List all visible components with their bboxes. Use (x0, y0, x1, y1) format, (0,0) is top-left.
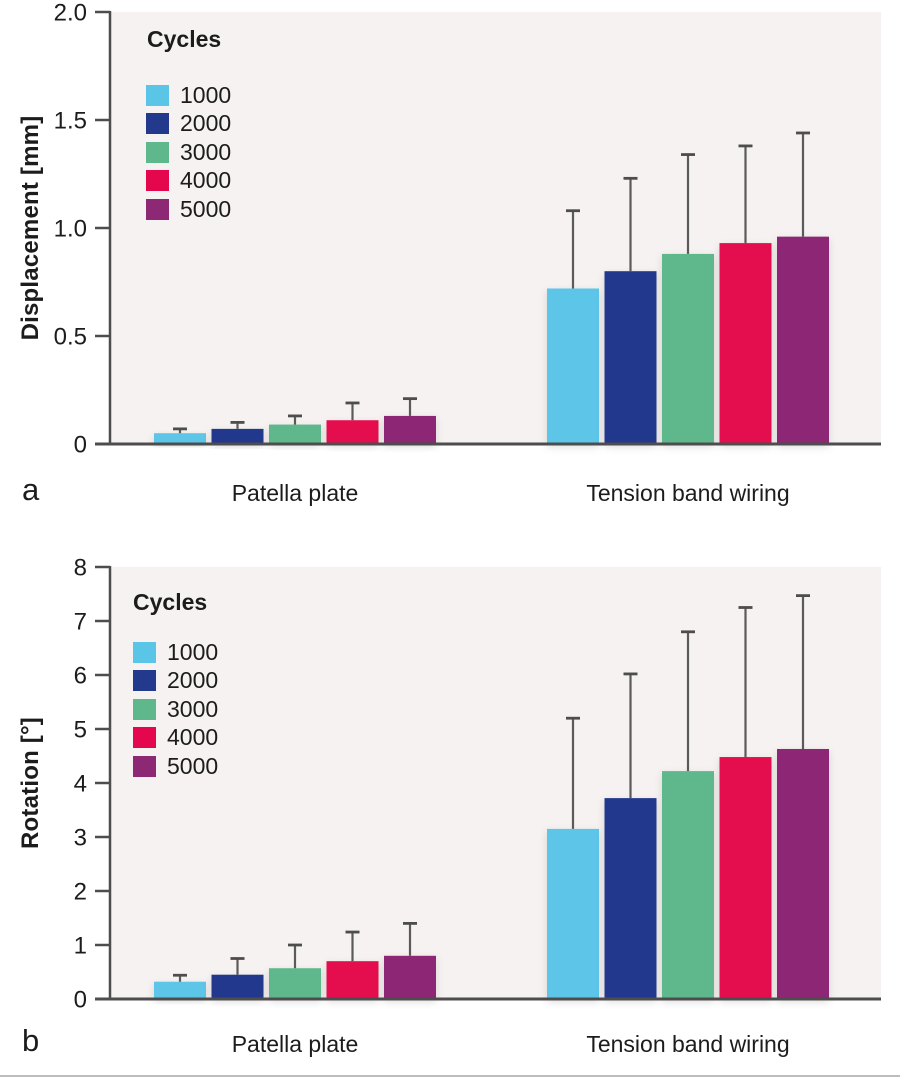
y-tick-label: 2 (74, 879, 87, 906)
bar-4000-cycles (326, 420, 379, 444)
y-tick-label: 2.0 (54, 0, 87, 27)
bar-2000-cycles (211, 974, 264, 999)
bar-1000-cycles (547, 288, 599, 444)
y-tick-label: 1.0 (54, 216, 87, 243)
y-axis-title-rotation: Rotation [°] (17, 717, 44, 849)
legend-title: Cycles (147, 26, 222, 52)
panel-label-a: a (22, 472, 40, 507)
bar-2000-cycles (604, 271, 657, 444)
legend-swatch-1000 (146, 84, 169, 106)
y-axis-title-displacement: Displacement [mm] (17, 115, 44, 341)
y-tick-label: 1.5 (54, 108, 87, 135)
legend-swatch-5000 (133, 755, 156, 777)
y-tick-label: 0 (74, 987, 87, 1014)
chart-displacement: 0 0.5 1.0 1.5 2.0 Displacement [mm] Cycles 1… (17, 0, 881, 507)
bar-2000-cycles (211, 428, 264, 444)
legend-label: 3000 (180, 138, 232, 165)
legend-label: 4000 (180, 167, 232, 194)
legend-label: 5000 (167, 752, 219, 779)
legend-item-3000: 3000 (133, 695, 218, 724)
bar-5000-cycles (777, 236, 829, 444)
bar-3000-cycles (662, 253, 714, 444)
legend-swatch-3000 (133, 698, 156, 720)
y-tick-label: 5 (74, 717, 87, 744)
bar-5000-cycles (384, 415, 436, 444)
y-tick-label: 6 (74, 663, 87, 690)
y-tick-label: 7 (74, 609, 87, 636)
panel-label-b: b (22, 1023, 40, 1058)
bottom-divider (0, 1075, 900, 1077)
legend: 1000 2000 3000 4000 5000 (133, 638, 218, 781)
bar-2000-cycles (604, 798, 657, 999)
legend-item-5000: 5000 (133, 752, 218, 781)
bar-5000-cycles (384, 955, 436, 999)
legend-label: 2000 (180, 110, 232, 137)
legend-item-1000: 1000 (133, 638, 218, 667)
legend-swatch-4000 (146, 170, 169, 192)
legend-swatch-5000 (146, 198, 169, 220)
legend-label: 2000 (167, 667, 219, 694)
category-label-patella-plate: Patella plate (231, 1031, 359, 1057)
legend-swatch-2000 (133, 670, 156, 692)
bar-3000-cycles (269, 968, 321, 999)
displacement-plot-canvas: 0 0.5 1.0 1.5 2.0 (54, 0, 881, 459)
legend-item-2000: 2000 (133, 667, 218, 696)
legend-label: 1000 (180, 81, 232, 108)
category-label-patella-plate: Patella plate (231, 480, 359, 506)
bar-3000-cycles (662, 771, 714, 999)
chart-rotation: 0 1 2 3 4 5 6 7 8 Rotation [°] Cycles 1000 2000 30… (0, 545, 900, 1075)
legend-title: Cycles (133, 589, 208, 615)
legend-item-5000: 5000 (146, 195, 231, 224)
legend: 1000 2000 3000 4000 5000 (146, 81, 231, 224)
category-label-tension-band-wiring: Tension band wiring (586, 480, 790, 506)
bar-5000-cycles (777, 748, 829, 999)
y-tick-label: 0.5 (54, 324, 87, 351)
legend-label: 5000 (180, 195, 232, 222)
y-tick-label: 4 (74, 771, 87, 798)
legend-swatch-1000 (133, 641, 156, 663)
y-tick-label: 3 (74, 825, 87, 852)
legend-item-4000: 4000 (133, 724, 218, 753)
legend-item-3000: 3000 (146, 138, 231, 167)
bar-1000-cycles (154, 981, 206, 999)
bar-1000-cycles (547, 828, 599, 999)
legend-swatch-2000 (146, 113, 169, 135)
bar-4000-cycles (719, 243, 772, 444)
rotation-plot-canvas: 0 1 2 3 4 5 6 7 8 (74, 555, 881, 1014)
legend-label: 1000 (167, 638, 219, 665)
legend-label: 4000 (167, 724, 219, 751)
bar-4000-cycles (326, 961, 379, 999)
y-tick-label: 8 (74, 555, 87, 582)
bar-3000-cycles (269, 424, 321, 444)
legend-swatch-3000 (146, 141, 169, 163)
bar-4000-cycles (719, 757, 772, 999)
legend-item-1000: 1000 (146, 81, 231, 110)
y-tick-label: 0 (74, 432, 87, 459)
y-tick-label: 1 (74, 933, 87, 960)
legend-item-2000: 2000 (146, 110, 231, 139)
legend-label: 3000 (167, 695, 219, 722)
category-label-tension-band-wiring: Tension band wiring (586, 1031, 790, 1057)
legend-swatch-4000 (133, 727, 156, 749)
bar-1000-cycles (154, 433, 206, 444)
legend-item-4000: 4000 (146, 167, 231, 196)
